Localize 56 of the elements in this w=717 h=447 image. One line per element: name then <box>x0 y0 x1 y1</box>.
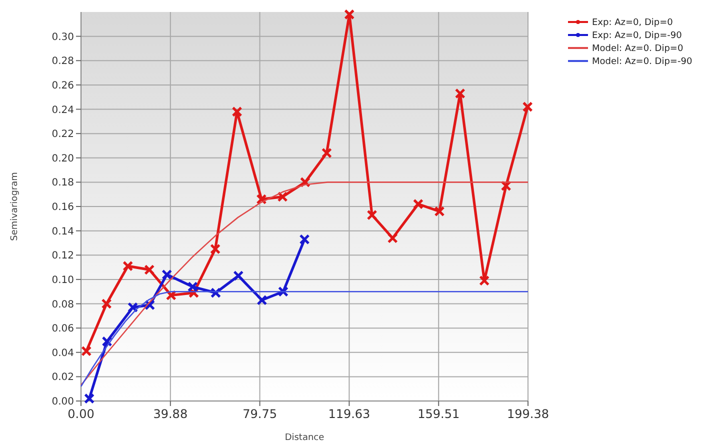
y-tick-label: 0.06 <box>52 324 74 335</box>
y-axis-title: Semivariogram <box>10 172 20 241</box>
point <box>144 300 156 310</box>
y-tick-label: 0.00 <box>52 396 74 408</box>
y-tick-label: 0.02 <box>52 372 74 384</box>
point <box>434 206 445 217</box>
y-tick-label: 0.12 <box>52 250 74 262</box>
point <box>454 88 466 99</box>
legend-label: Exp: Az=0, Dip=0 <box>592 18 674 28</box>
point <box>233 270 244 282</box>
point <box>522 102 533 112</box>
point <box>144 264 155 275</box>
point <box>84 393 95 404</box>
point <box>162 269 172 280</box>
y-tick-label: 0.16 <box>52 202 74 213</box>
point <box>278 286 288 297</box>
x-tick-label: 119.63 <box>328 407 370 421</box>
point <box>101 298 112 309</box>
legend-label: Model: Az=0. Dip=-90 <box>592 57 692 68</box>
point <box>81 346 92 356</box>
legend-label: Exp: Az=0, Dip=-90 <box>592 31 682 42</box>
point <box>166 290 176 300</box>
line-series <box>80 290 529 388</box>
point <box>366 210 378 220</box>
y-tick-label: 0.04 <box>52 348 74 359</box>
y-tick-label: 0.30 <box>52 32 74 43</box>
point <box>210 288 221 298</box>
point <box>412 198 424 210</box>
point <box>256 294 268 306</box>
legend-label: Model: Az=0. Dip=0 <box>592 44 684 54</box>
point <box>387 232 398 244</box>
line-series <box>80 182 529 386</box>
point <box>344 9 355 20</box>
point <box>210 244 221 254</box>
point <box>299 234 310 245</box>
x-tick-label: 0.00 <box>68 407 94 421</box>
y-tick-label: 0.08 <box>52 299 74 310</box>
point <box>321 148 332 158</box>
y-tick-label: 0.18 <box>52 178 74 189</box>
point <box>187 281 198 292</box>
point <box>277 192 288 202</box>
y-tick-label: 0.28 <box>52 56 74 68</box>
point <box>232 106 242 117</box>
y-tick-label: 0.10 <box>52 274 74 286</box>
x-tick-label: 39.88 <box>153 407 188 421</box>
y-tick-label: 0.14 <box>52 226 74 238</box>
y-tick-label: 0.22 <box>52 129 74 140</box>
point <box>479 275 490 286</box>
y-tick-label: 0.26 <box>52 80 74 92</box>
x-tick-label: 159.51 <box>418 407 460 421</box>
point <box>122 260 134 272</box>
x-tick-label: 79.75 <box>242 407 277 421</box>
x-axis-title: Distance <box>284 433 325 443</box>
y-tick-label: 0.24 <box>52 104 74 116</box>
y-tick-label: 0.20 <box>52 153 74 164</box>
x-tick-label: 199.38 <box>507 407 549 421</box>
